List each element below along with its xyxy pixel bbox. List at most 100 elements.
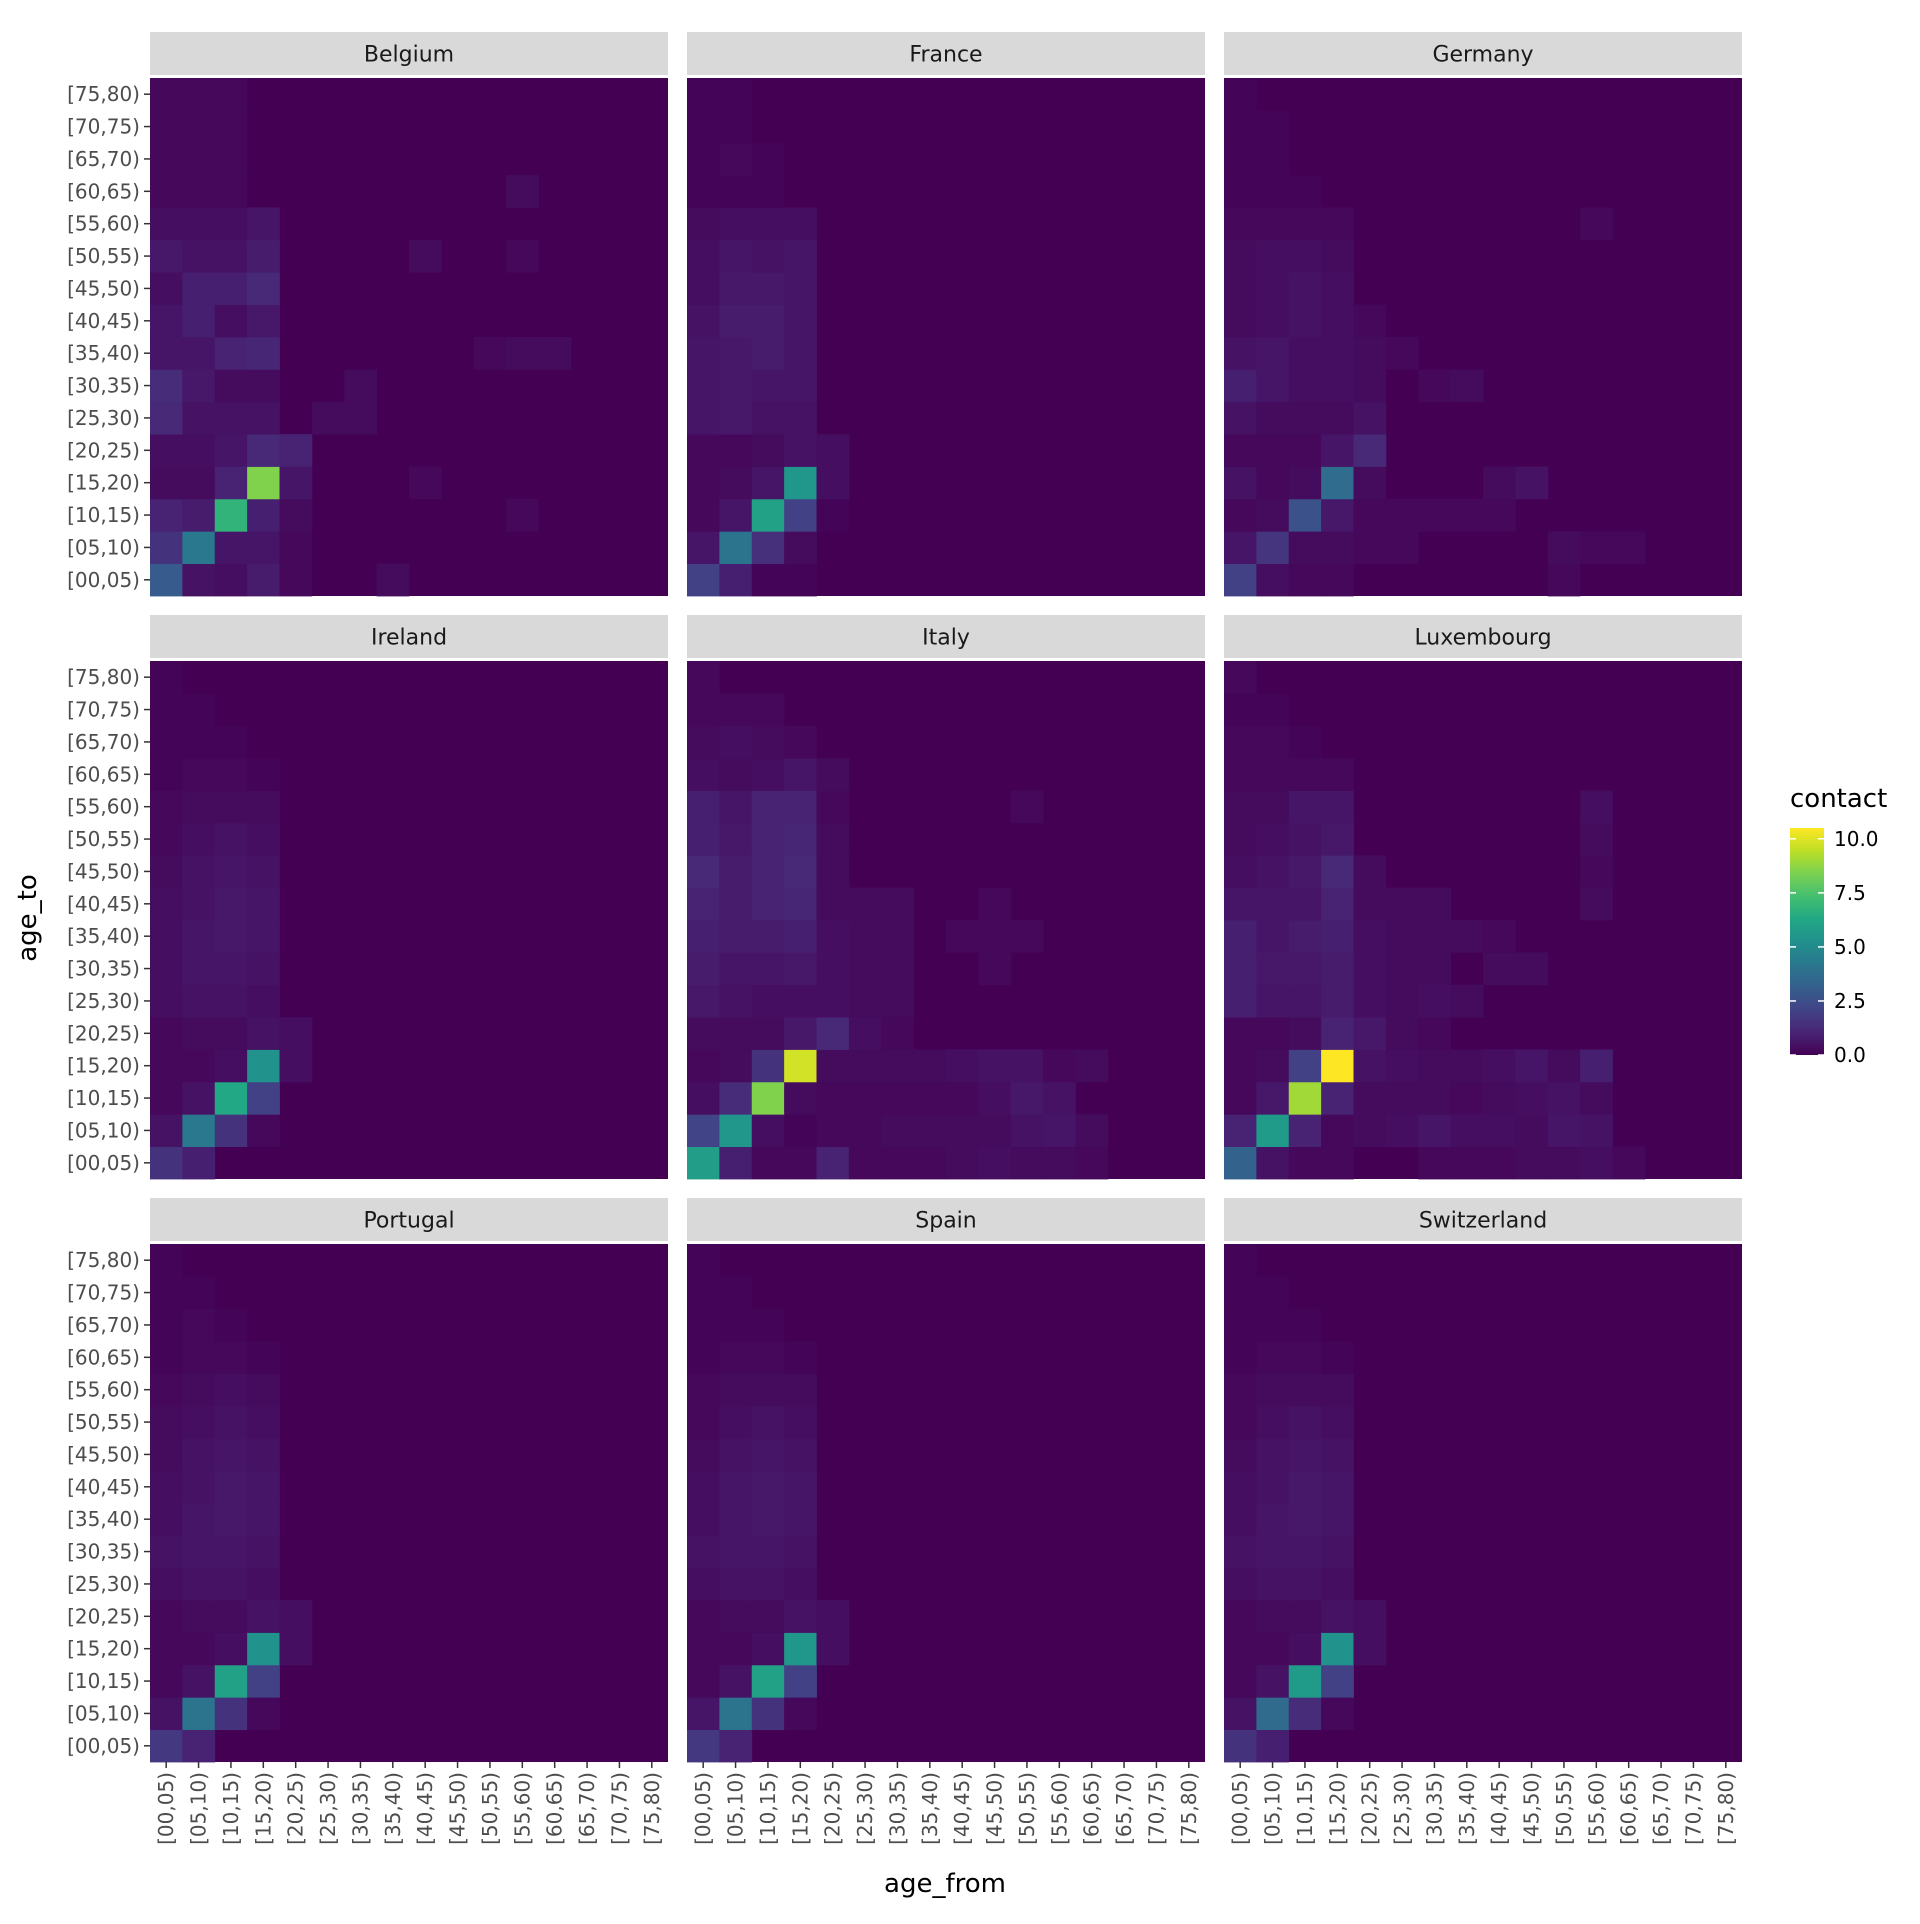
heatmap-cell — [1288, 1049, 1322, 1083]
heatmap-cell — [687, 1470, 720, 1504]
heatmap-cell — [214, 466, 248, 500]
heatmap-cell — [687, 1308, 720, 1342]
heatmap-cell — [150, 1276, 183, 1310]
heatmap-cell — [1256, 1017, 1290, 1050]
heatmap-cell — [1288, 952, 1322, 986]
heatmap-cell — [150, 1405, 183, 1439]
heatmap-cell — [719, 239, 753, 273]
y-tick-label: [60,65) — [67, 1345, 140, 1369]
heatmap-cell — [1256, 239, 1290, 273]
heatmap-cell — [784, 1049, 817, 1083]
heatmap-cell — [1256, 1373, 1290, 1407]
heatmap-cell — [1418, 952, 1452, 986]
heatmap-cell — [1353, 531, 1387, 565]
heatmap-cell — [1224, 466, 1257, 500]
heatmap-cell — [279, 1632, 313, 1666]
x-tick-label: [70,75) — [1144, 1772, 1168, 1845]
heatmap-cell — [1321, 1341, 1354, 1374]
heatmap-cell — [1321, 920, 1354, 953]
heatmap-cell — [1288, 1535, 1322, 1569]
heatmap-cell — [1450, 1049, 1484, 1083]
y-tick-label: [30,35) — [67, 957, 140, 981]
heatmap-cell — [816, 1146, 850, 1180]
heatmap-cell — [1353, 1081, 1387, 1115]
heatmap-cell — [279, 1049, 313, 1083]
heatmap-cell — [1288, 466, 1322, 500]
heatmap-cell — [1321, 1146, 1354, 1180]
legend-tick-label: 7.5 — [1834, 881, 1866, 905]
heatmap-cell — [150, 498, 183, 532]
heatmap-cell — [1321, 498, 1354, 532]
heatmap-cell — [1224, 1017, 1257, 1050]
y-tick-label: [45,50) — [67, 859, 140, 883]
heatmap-cell — [182, 498, 216, 532]
heatmap-cell — [784, 272, 817, 306]
heatmap-cell — [1224, 822, 1257, 856]
heatmap-cell — [214, 1632, 248, 1666]
legend-tick-label: 0.0 — [1834, 1043, 1866, 1067]
x-tick-label: [65,70) — [1112, 1772, 1136, 1845]
heatmap-cell — [1580, 1081, 1613, 1115]
heatmap-cell — [1580, 790, 1613, 824]
heatmap-cell — [150, 1081, 183, 1115]
heatmap-cell — [1256, 693, 1290, 727]
heatmap-cell — [751, 563, 785, 597]
heatmap-cell — [1321, 337, 1354, 370]
strip-italy — [687, 615, 1205, 658]
heatmap-cell — [1450, 920, 1484, 953]
heatmap-cell — [1224, 401, 1257, 435]
heatmap-cell — [719, 1535, 753, 1569]
heatmap-cell — [150, 337, 183, 370]
heatmap-cell — [214, 1308, 248, 1342]
heatmap-cell — [1256, 1146, 1290, 1180]
heatmap-cell — [946, 1081, 979, 1115]
heatmap-cell — [1385, 498, 1419, 532]
heatmap-cell — [1515, 466, 1549, 500]
x-tick-label: [30,35) — [885, 1772, 909, 1845]
heatmap-cell — [1224, 1600, 1257, 1633]
heatmap-cell — [1547, 1049, 1581, 1083]
heatmap-cell — [687, 1503, 720, 1536]
heatmap-cell — [150, 466, 183, 500]
heatmap-cell — [182, 887, 216, 921]
heatmap-cell — [848, 1114, 882, 1148]
heatmap-cell — [816, 920, 850, 953]
heatmap-cell — [784, 887, 817, 921]
heatmap-cell — [1353, 337, 1387, 370]
heatmap-cell — [247, 984, 280, 1018]
legend-colorbar — [1790, 828, 1824, 1055]
heatmap-cell — [816, 855, 850, 889]
heatmap-cell — [344, 369, 378, 403]
heatmap-cell — [247, 1081, 280, 1115]
heatmap-cell — [784, 758, 817, 791]
heatmap-cell — [1256, 887, 1290, 921]
heatmap-cell — [1256, 563, 1290, 597]
heatmap-cell — [751, 1664, 785, 1698]
y-tick-label: [75,80) — [67, 82, 140, 106]
x-axis-title: age_from — [884, 1869, 1006, 1899]
heatmap-cell — [150, 1729, 183, 1763]
heatmap-cell — [784, 239, 817, 273]
heatmap-cell — [214, 1405, 248, 1439]
heatmap-cell — [719, 1373, 753, 1407]
heatmap-cell — [214, 920, 248, 953]
heatmap-cell — [1043, 1081, 1076, 1115]
heatmap-cell — [751, 1503, 785, 1536]
y-tick-label: [65,70) — [67, 1313, 140, 1337]
heatmap-cell — [687, 693, 720, 727]
heatmap-cell — [1321, 401, 1354, 435]
x-tick-label: [40,45) — [1487, 1772, 1511, 1845]
heatmap-cell — [687, 855, 720, 889]
facet-panels: Belgium [00,05) [05,10) [10,15) [15,20) [20,2… — [67, 32, 1742, 1845]
heatmap-cell — [687, 369, 720, 403]
heatmap-cell — [687, 661, 720, 694]
strip-germany — [1224, 32, 1742, 75]
heatmap-cell — [1224, 725, 1257, 759]
heatmap-cell — [150, 78, 183, 111]
heatmap-cell — [150, 175, 183, 208]
heatmap-cell — [150, 1470, 183, 1504]
heatmap-cell — [1010, 1146, 1044, 1180]
heatmap-cell — [784, 1697, 817, 1731]
x-tick-label: [05,10) — [1261, 1772, 1285, 1845]
